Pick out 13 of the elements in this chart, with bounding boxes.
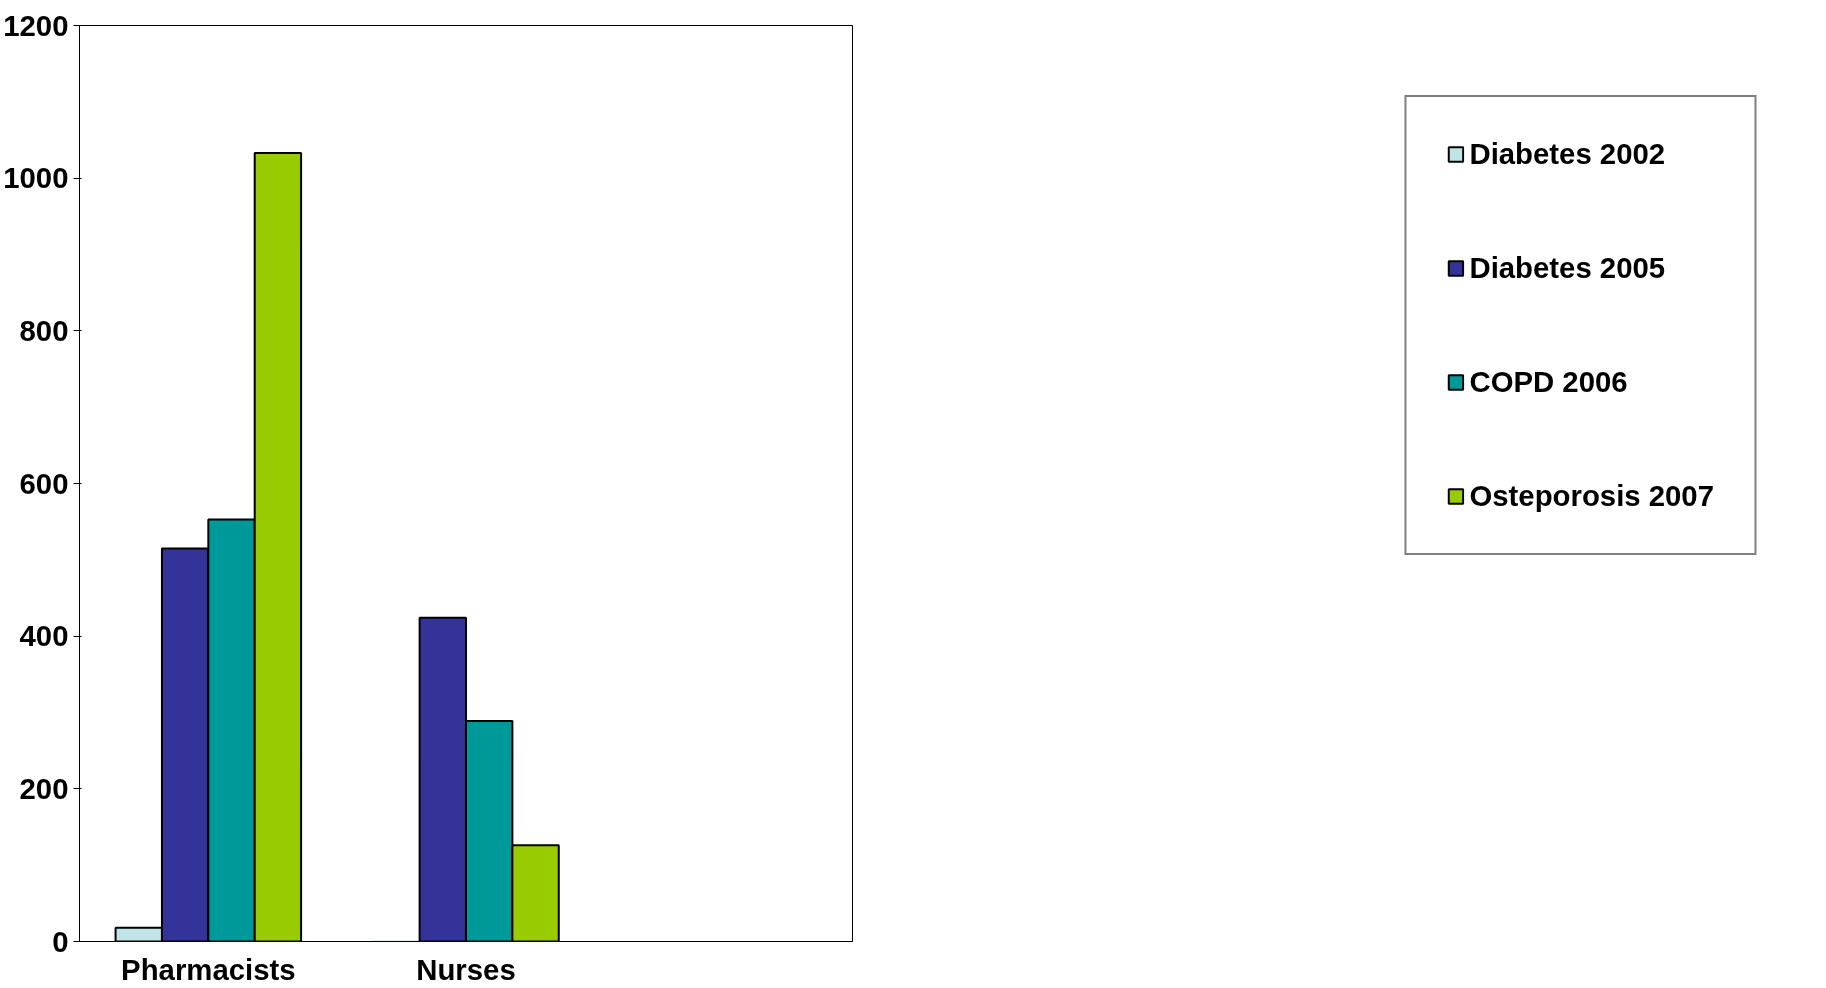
y-tick-label: 800 [19, 313, 69, 347]
y-tick-label: 1000 [3, 161, 69, 195]
legend-label: Osteporosis 2007 [1469, 479, 1714, 513]
y-tick-label: 400 [19, 619, 69, 653]
y-tick-label: 0 [52, 924, 69, 958]
y-tick-label: 600 [19, 466, 69, 500]
x-tick-label: Nurses [416, 952, 516, 986]
y-tick-label: 200 [19, 771, 69, 805]
x-tick-label: Pharmacists [121, 952, 296, 986]
legend-label: Diabetes 2002 [1469, 137, 1666, 171]
legend-label: COPD 2006 [1469, 365, 1628, 399]
y-tick-label: 1200 [3, 8, 69, 42]
legend-label: Diabetes 2005 [1469, 251, 1666, 285]
